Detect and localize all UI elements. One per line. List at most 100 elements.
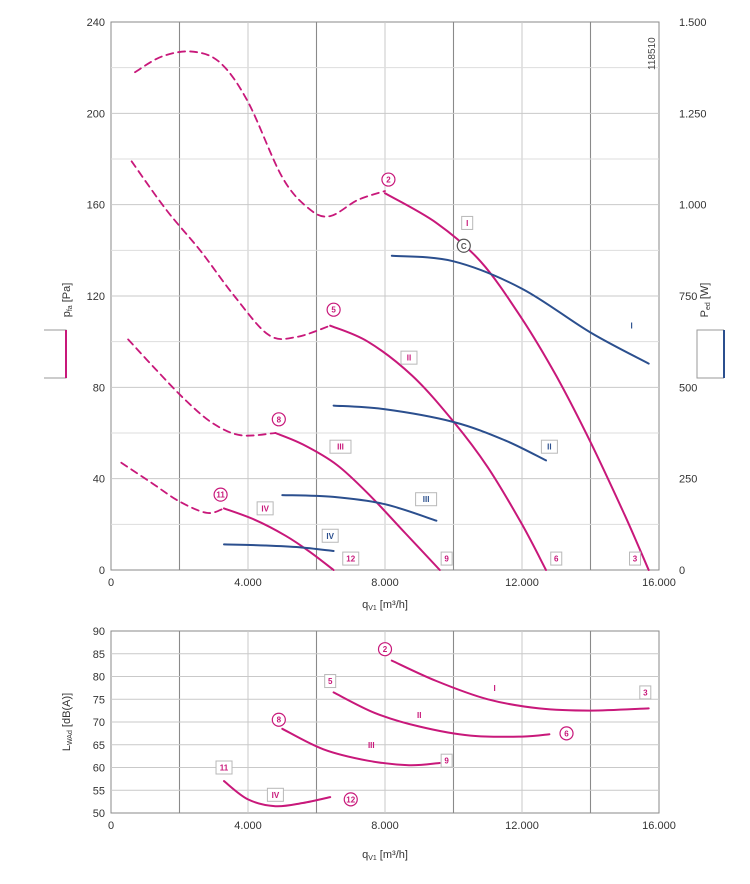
y-tick-label: 70 — [93, 717, 105, 729]
marker-6: 6 — [550, 551, 563, 566]
marker-label: 6 — [554, 555, 559, 564]
series-line-power-ii — [332, 404, 547, 462]
marker-i: I — [493, 684, 495, 693]
marker-label: 2 — [383, 645, 388, 654]
marker-box — [256, 501, 274, 516]
x-axis-subscript-bottom: V1 — [368, 855, 377, 862]
y-axis-symbol: p — [61, 311, 73, 317]
marker-box — [400, 350, 418, 365]
x-tick-label: 0 — [108, 820, 114, 832]
y-tick-label: 0 — [99, 565, 105, 577]
marker-box — [550, 551, 563, 566]
marker-box — [629, 551, 642, 566]
x-axis-subscript: V1 — [368, 605, 377, 612]
marker-iii: III — [368, 741, 375, 750]
x-tick-label: 4.000 — [234, 577, 262, 589]
marker-box — [639, 685, 652, 700]
marker-ii: II — [540, 439, 558, 454]
marker-box — [540, 439, 558, 454]
marker-label: III — [337, 443, 344, 452]
y2-tick-label: 0 — [679, 565, 685, 577]
marker-box — [415, 492, 438, 507]
marker-circle — [381, 172, 396, 187]
marker-label: 3 — [643, 688, 648, 697]
marker-box — [440, 753, 453, 768]
series-line-pressure_unstable-ii — [130, 160, 332, 340]
marker-label: II — [547, 443, 551, 452]
marker-label: 11 — [220, 764, 229, 773]
y-axis-subscript-bottom: WAd — [67, 730, 74, 745]
y-tick-label: 55 — [93, 785, 105, 797]
x-axis-unit: [m³/h] — [377, 599, 408, 611]
y-tick-label: 160 — [87, 200, 105, 212]
y2-tick-label: 750 — [679, 291, 697, 303]
x-axis-unit-bottom: [m³/h] — [377, 849, 408, 861]
x-tick-label: 16.000 — [642, 577, 676, 589]
marker-3: 3 — [639, 685, 652, 700]
y-tick-label: 85 — [93, 649, 105, 661]
marker-3: 3 — [629, 551, 642, 566]
y-tick-label: 80 — [93, 382, 105, 394]
marker-label: IV — [272, 791, 280, 800]
marker-5: 5 — [326, 302, 341, 317]
y-tick-label: 75 — [93, 694, 105, 706]
y-tick-label: 50 — [93, 808, 105, 820]
marker-label: I — [466, 219, 468, 228]
grid-top — [111, 22, 659, 570]
marker-iii: III — [415, 492, 438, 507]
marker-label: 2 — [386, 176, 391, 185]
pressure-power-chart: 0 4.000 8.000 12.000 16.00004080120160200240… — [44, 17, 725, 612]
series-line-power-iv — [223, 543, 335, 552]
marker-box — [324, 674, 337, 689]
marker-iii: III — [329, 439, 352, 454]
y2-tick-label: 250 — [679, 474, 697, 486]
y2-axis-title: Ped [W] — [699, 283, 712, 318]
y-tick-label: 40 — [93, 474, 105, 486]
x-tick-label: 8.000 — [371, 820, 399, 832]
marker-iv: IV — [321, 528, 339, 543]
marker-label: III — [423, 495, 430, 504]
marker-circle — [326, 302, 341, 317]
series-line-pressure-iii — [274, 432, 441, 571]
marker-6: 6 — [559, 726, 574, 741]
y-tick-label: 240 — [87, 17, 105, 29]
marker-c: C — [456, 238, 471, 253]
y-tick-label: 200 — [87, 108, 105, 120]
marker-i: I — [630, 322, 632, 331]
marker-label: III — [368, 741, 375, 750]
marker-11: 11 — [213, 487, 228, 502]
power-legend-bracket — [696, 329, 724, 379]
y-tick-label: 90 — [93, 626, 105, 638]
marker-circle — [271, 712, 286, 727]
series-line-power-i — [390, 254, 650, 365]
marker-ii: II — [417, 711, 421, 720]
marker-2: 2 — [377, 642, 393, 657]
marker-label: 3 — [633, 555, 638, 564]
marker-ii: II — [400, 350, 418, 365]
series-line-pressure_unstable-iv — [120, 461, 225, 514]
x-tick-label: 8.000 — [371, 577, 399, 589]
y-tick-label: 65 — [93, 740, 105, 752]
series-line-pressure_unstable-iii — [127, 338, 277, 437]
marker-box — [321, 528, 339, 543]
marker-2: 2 — [381, 172, 396, 187]
marker-label: II — [407, 354, 411, 363]
marker-label: 8 — [277, 716, 282, 725]
series-bottom — [223, 659, 650, 808]
marker-9: 9 — [440, 753, 453, 768]
y-tick-label: 120 — [87, 291, 105, 303]
marker-label: II — [417, 711, 421, 720]
y-tick-label: 60 — [93, 763, 105, 775]
y-axis-unit: [Pa] — [61, 283, 73, 306]
marker-label: 9 — [444, 555, 449, 564]
marker-label: 5 — [328, 677, 333, 686]
marker-label: 5 — [331, 306, 336, 315]
marker-label: 12 — [346, 795, 355, 804]
marker-box — [342, 551, 360, 566]
y2-tick-label: 1.250 — [679, 108, 707, 120]
y-axis-symbol-bottom: L — [61, 745, 73, 751]
series-line-sound-ii — [332, 691, 551, 738]
marker-circle — [559, 726, 574, 741]
